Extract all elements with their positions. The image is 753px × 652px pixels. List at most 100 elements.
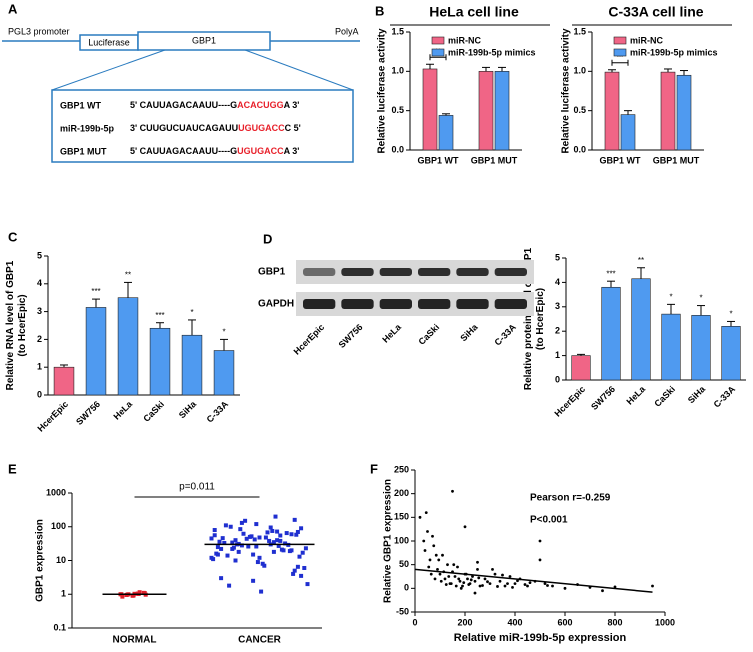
data-point — [457, 577, 461, 581]
data-point — [291, 571, 296, 576]
y-axis-label: Relative RNA level of GBP1(to HcerEpic) — [5, 260, 28, 390]
data-point — [434, 553, 438, 557]
bar — [601, 286, 621, 381]
data-point — [458, 579, 462, 583]
data-point — [438, 572, 442, 576]
data-point — [238, 527, 243, 532]
sequence-part: A 3' — [284, 100, 300, 110]
legend-label: miR-NC — [448, 35, 481, 45]
x-tick-label: NORMAL — [113, 635, 157, 646]
blot-band — [456, 268, 489, 276]
x-tick-label: CaSki — [141, 399, 166, 424]
significance-label: * — [729, 310, 732, 319]
data-point — [613, 585, 617, 589]
data-point — [305, 582, 310, 587]
data-point — [275, 538, 280, 543]
y-tick-label: 2 — [37, 334, 42, 344]
y-tick-label: 1000 — [46, 487, 66, 497]
legend-label: miR-199b-5p mimics — [630, 47, 718, 57]
y-tick-label: 0 — [404, 583, 409, 593]
error-bar — [727, 320, 735, 327]
x-tick-label: 200 — [457, 617, 472, 627]
bar — [117, 297, 139, 396]
data-point — [294, 532, 299, 537]
data-point — [223, 523, 228, 528]
bar — [53, 366, 75, 396]
blot-band — [303, 268, 336, 276]
legend-label: miR-199b-5p mimics — [448, 47, 536, 57]
error-bar — [482, 66, 490, 72]
data-point — [467, 583, 471, 586]
x-tick-label: 400 — [507, 617, 522, 627]
data-point — [433, 577, 437, 581]
bar — [213, 350, 235, 396]
bar — [85, 307, 107, 396]
data-point — [491, 568, 494, 571]
x-tick-label: SiHa — [686, 383, 708, 405]
data-point — [257, 535, 262, 540]
y-tick-label: 0.1 — [53, 622, 66, 632]
data-point — [292, 568, 297, 573]
data-point — [254, 522, 259, 527]
data-point — [222, 541, 227, 546]
data-point — [422, 539, 426, 543]
y-tick-label: 1.5 — [391, 26, 404, 36]
data-point — [225, 553, 230, 558]
y-tick-label: 3 — [555, 301, 560, 311]
lane-label: HcerEpic — [292, 322, 327, 357]
sequence-part: ACACUGG — [237, 100, 284, 110]
data-point — [278, 538, 283, 543]
y-tick-label: 1 — [555, 350, 560, 360]
insert-label: GBP1 — [192, 35, 216, 45]
data-point — [449, 582, 453, 585]
significance-label: * — [699, 294, 702, 303]
lane-label: C-33A — [492, 322, 518, 348]
y-tick-label: 0.0 — [391, 144, 404, 154]
y-axis-label-line: Relative protein level of GBP1 — [523, 247, 534, 390]
promoter-label: PGL3 promoter — [8, 26, 70, 36]
data-point — [300, 550, 305, 555]
data-point — [481, 584, 484, 587]
bar — [721, 326, 741, 381]
y-tick-label: 1.0 — [391, 66, 404, 76]
y-tick-label: -50 — [396, 606, 409, 616]
data-point — [297, 554, 302, 559]
error-bar — [667, 303, 675, 315]
data-point — [251, 552, 256, 557]
data-point — [289, 548, 294, 553]
error-bar — [426, 63, 434, 69]
y-axis-label: Relative GBP1 expression — [383, 479, 394, 603]
y-tick-label: 1.0 — [573, 66, 586, 76]
data-point — [209, 536, 214, 541]
lane-label: HeLa — [380, 321, 403, 344]
data-point — [511, 585, 514, 589]
y-axis-label: GBP1 expression — [35, 519, 46, 602]
data-point — [563, 586, 567, 590]
y-tick-label: 1.5 — [573, 26, 586, 36]
data-point — [289, 532, 294, 537]
data-point — [228, 524, 233, 529]
error-bar — [220, 338, 228, 351]
x-tick-label: 800 — [607, 617, 622, 627]
sequence-name: GBP1 WT — [60, 100, 102, 110]
data-point — [247, 534, 252, 539]
y-tick-label: 0 — [555, 374, 560, 384]
data-point — [447, 575, 451, 578]
sequence-part: UGUGACC — [238, 123, 285, 133]
data-point — [456, 565, 459, 569]
y-tick-label: 0.0 — [573, 144, 586, 154]
data-point — [483, 577, 487, 581]
error-bar — [680, 70, 688, 76]
y-tick-label: 150 — [394, 512, 409, 522]
y-tick-label: 4 — [555, 277, 560, 287]
bar — [676, 74, 692, 151]
bar — [422, 68, 438, 151]
error-bar — [156, 322, 164, 329]
bar — [660, 71, 676, 151]
bar — [604, 71, 620, 151]
data-point — [299, 573, 304, 578]
data-point — [217, 539, 222, 544]
data-point — [451, 489, 454, 493]
panel-label: B — [375, 3, 384, 18]
bar — [571, 355, 591, 381]
